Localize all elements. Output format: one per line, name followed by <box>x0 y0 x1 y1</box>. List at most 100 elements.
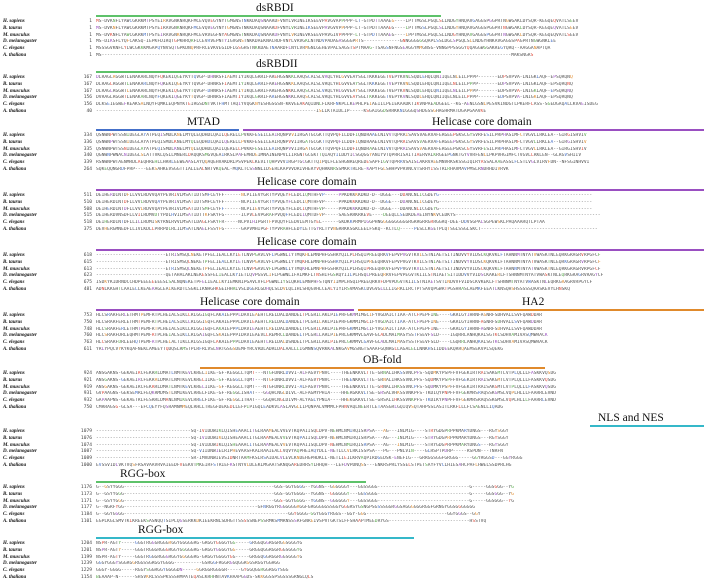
residue-position: 750 <box>83 404 92 410</box>
sequence-row: A. thaliana 375 DEVHERGMNEDFLLIVLKDLLPRRPD… <box>0 227 710 234</box>
sequence-row: B. taurus 1201 NSPR-AGTY-----GGGTRGGGRGGGR… <box>0 548 710 555</box>
species-name: D. melanogaster <box>3 391 37 397</box>
sequence-residues: QGNWNPWNACNIDEGLSLATTVKLQSLLMNERLDAQQKSM… <box>96 153 582 159</box>
domain-annotation-row: OB-fold <box>0 354 710 369</box>
species-name: H. sapiens <box>3 429 25 434</box>
sequence-residues: ADNLKKGHTLAALELLKEAERAGLEALKERDTLSGKLIKN… <box>96 286 570 292</box>
sequence-residues: DEIHERDINTDFLLVVLRDVVQAYPEVRIVLMSATIDTSM… <box>96 206 593 212</box>
sequence-residues: QSNWNPWTSSNIDEGLAYATPEQISMDLKNELMYQLEQDH… <box>96 133 587 138</box>
residue-position: 1201 <box>80 547 92 553</box>
residue-position: 1199 <box>80 554 92 560</box>
sequence-row: A. thaliana 750 CMRRAGSG-GLSA---EFCQEYYFQS… <box>0 405 710 412</box>
residue-position: 264 <box>83 166 92 172</box>
sequence-residues: MS-DVKNFLYAWCGKRKMTPSYEIRAVGNKNRQKFMCEVR… <box>96 32 579 38</box>
species-name: A. thaliana <box>3 286 27 292</box>
sequence-row: B. taurus 750 HLCSRARFERLETHMTPEMFRTPLHEIA… <box>0 320 710 327</box>
alignment-block: NLS and NES H. sapiens 1079 ---------------… <box>0 412 710 470</box>
sequence-row: C. elegans 1089 --------------------------… <box>0 456 710 463</box>
sequence-residues: -------------------------ETRISMSQLNEKETP… <box>96 259 601 265</box>
domain-underline <box>96 71 441 73</box>
sequence-row: H. sapiens 1204 NSPR-AGTY-----GGGTRGGGRGGG… <box>0 541 710 548</box>
sequence-residues: EVSSVIDLVKTVQSFRSAVAAVRVAIEEDFVEEKVTMKEI… <box>96 462 512 468</box>
sequence-row: D. melanogaster 156 DVRAGLRGGWTLENAKARLNQY… <box>0 95 710 102</box>
domain-underline <box>590 425 704 427</box>
residue-position: 156 <box>83 95 92 101</box>
sequence-row: B. taurus 1173 G--GSYYGGG-----------------… <box>0 492 710 499</box>
species-name: H. sapiens <box>3 19 25 24</box>
species-name: C. elegans <box>3 160 25 166</box>
sequence-row: D. melanogaster 931 GVPAAGNS-GEKSEMRLFEQKR… <box>0 391 710 398</box>
residue-position: 375 <box>83 226 92 232</box>
residue-position: 518 <box>83 220 92 226</box>
sequence-row: H. sapiens 1176 G--GSYYGGG----------------… <box>0 485 710 492</box>
sequence-row: D. melanogaster 1239 GGGYGGGYSGGRGGRGGSSGR… <box>0 561 710 568</box>
sequence-residues: -------------------------ETRISMSQLNEKETP… <box>96 253 601 258</box>
species-name: D. melanogaster <box>3 39 37 45</box>
species-name: A. thaliana <box>3 166 27 172</box>
sequence-residues: MSSSGVKNFLYLWCGKKKMGAPQYNVSQTGPKDNQPRFRC… <box>96 46 551 52</box>
sequence-row: B. taurus 921 ANSGAKNS-GEKAEIRCFEKRRLDMATL… <box>0 378 710 385</box>
sequence-residues: G--NGRFYGG------------------------------… <box>96 505 476 511</box>
species-name: C. elegans <box>3 456 25 462</box>
sequence-residues: RSNWNPWTAENMRDLAEQHREHLLHRRLEEWEAASLAYQQ… <box>96 160 590 166</box>
species-name: B. taurus <box>3 377 23 383</box>
residue-position: 613 <box>83 266 92 272</box>
domain-underline <box>96 189 704 191</box>
residue-position: 921 <box>83 377 92 383</box>
sequence-row: B. taurus 1 MS-DVKNFLYAWCGKRKMTPSYEIRAVGNK… <box>0 26 710 33</box>
species-name: B. taurus <box>3 81 23 87</box>
alignment-block: MTAD Helicase core domain H. sapiens 334 QSN… <box>0 116 710 174</box>
sequence-residues: DLRAGLRGGWTLENAKARLNQYFQKEKIQGEYKYTQVGP-… <box>96 75 573 80</box>
domain-annotation-row: Helicase core domain HA2 <box>0 296 710 311</box>
residue-position: 1076 <box>80 435 92 441</box>
sequence-residues: ----------------------------------SR-IMV… <box>96 456 523 462</box>
domain-label: MTAD <box>187 116 220 128</box>
sequence-row: A. thaliana 264 SQKEQQNGRDFPRP----EEKSAHKE… <box>0 167 710 174</box>
residue-position: 40 <box>86 108 92 114</box>
species-name: H. sapiens <box>3 485 25 490</box>
sequence-row: H. sapiens 753 HLCSRARFERLETHMTPEMFRTPLHEI… <box>0 313 710 320</box>
sequence-row: H. sapiens 334 QSNWNPWTSSNIDEGLAYATPEQISMD… <box>0 133 710 140</box>
sequence-residues: DEVHERGMNEDFLLIVLKDLLPRRPDLRLILMSATLNAEL… <box>96 226 598 232</box>
sequence-residues: ----------------------------------SQ-IVI… <box>96 442 509 448</box>
sequence-row: M. musculus 167 DLRAGLRGGWTLENAKARLNQYFQKE… <box>0 89 710 96</box>
species-name: A. thaliana <box>3 462 27 468</box>
species-name: C. elegans <box>3 398 25 404</box>
sequence-residues: DLRAGLRGGWTLENAKARLNQYFQKEKIQGEYKYTQVGP-… <box>96 88 573 94</box>
domain-annotation-row: dsRBDI <box>0 2 710 17</box>
domain-label: dsRBDI <box>256 2 294 14</box>
residue-position: 932 <box>83 398 92 404</box>
sequence-residues: BEAAAP-N------SHSVKRLSSSPKSSSHMPATEQASLK… <box>96 574 314 580</box>
residue-position: 1 <box>89 32 92 38</box>
species-name: A. thaliana <box>3 574 27 580</box>
sequence-row: H. sapiens 618 -------------------------ET… <box>0 253 710 260</box>
residue-position: 1173 <box>80 491 92 497</box>
alignment-block: RGG-box H. sapiens 1176 G--GSYYGGG---------… <box>0 468 710 526</box>
sequence-residues: CMRRAGSG-GLSA---EFCQEYYFQSRAMNMMEQLRHLLT… <box>96 404 504 410</box>
sequence-residues: G--GSYYGGG------------------------------… <box>96 491 514 497</box>
species-name: D. melanogaster <box>3 449 37 455</box>
sequence-residues: EGPLKGLSMVTKLKREEKSASNQQTSIPLQGSERKKDKIE… <box>96 518 487 524</box>
sequence-residues: DLRAGLRGGWTLENAKARLNQYFQKEKIQGEYKYTQVGP-… <box>96 81 573 87</box>
domain-label: Helicase core domain <box>432 116 532 128</box>
domain-underline <box>96 15 441 17</box>
sequence-residues: MS-DVKNFLYAWCGKRKMTPSYEIRAVGNKNRQKFMCEVQ… <box>96 25 579 31</box>
sequence-residues: HLCSRARFDRLEQHMTPEMFRTPLHEIALSIKLLRLGAIG… <box>96 333 548 339</box>
sequence-row: B. taurus 336 QSNWNPWTSSNIDEGLAYATPEQISMDL… <box>0 140 710 147</box>
species-name: H. sapiens <box>3 313 25 318</box>
sequence-row: D. melanogaster 1177 G--NGRFYGG-----------… <box>0 505 710 512</box>
species-name: H. sapiens <box>3 133 25 138</box>
residue-position: 1079 <box>80 429 92 434</box>
species-name: M. musculus <box>3 554 30 560</box>
species-name: C. elegans <box>3 280 25 286</box>
sequence-residues: ANSGAKNS-GEKAEIRCFEKRRLDMATLNMTKEVLKRELI… <box>96 377 557 383</box>
species-name: M. musculus <box>3 384 30 390</box>
domain-annotation-row: Helicase core domain <box>0 236 710 251</box>
sequence-row: B. taurus 615 -------------------------ETR… <box>0 260 710 267</box>
residue-position: 481 <box>83 286 92 292</box>
residue-position: 1176 <box>80 485 92 490</box>
species-name: A. thaliana <box>3 226 27 232</box>
sequence-row: H. sapiens 924 ANSGAKNS-GEKAEIRCFEKRRLDMAT… <box>0 371 710 378</box>
residue-position: 335 <box>83 146 92 152</box>
sequence-row: A. thaliana 1000 EVSSVIDLVKTVQSFRSAVAAVRVA… <box>0 463 710 470</box>
